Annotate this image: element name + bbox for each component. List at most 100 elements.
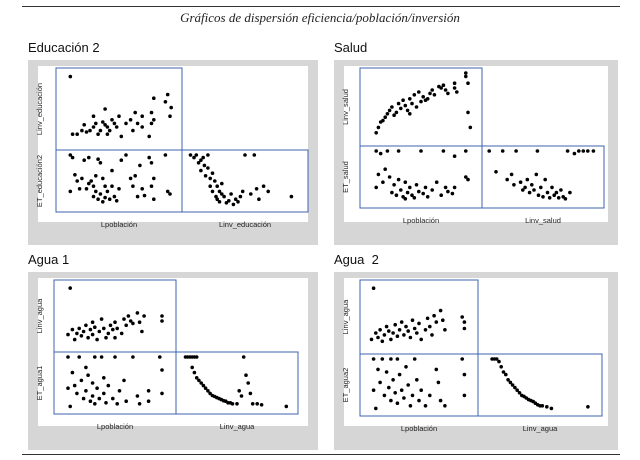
scatter-point: [160, 314, 164, 318]
scatter-point: [376, 367, 380, 372]
scatter-point: [84, 323, 88, 328]
scatter-point: [417, 398, 421, 403]
scatter-point: [102, 391, 106, 396]
scatter-point: [199, 381, 203, 385]
scatter-point: [408, 404, 413, 408]
scatter-point: [464, 149, 468, 153]
scatter-point: [72, 337, 77, 342]
scatter-point: [441, 318, 445, 322]
scatter-point: [452, 185, 457, 190]
scatter-point: [79, 334, 84, 338]
scatter-point: [103, 123, 107, 127]
scatter-point: [86, 373, 90, 377]
scatter-point: [545, 405, 549, 409]
scatter-point: [393, 322, 397, 327]
scatter-point: [371, 357, 376, 361]
scatter-point: [419, 388, 423, 392]
scatter-point: [382, 333, 387, 337]
scatter-point: [163, 153, 168, 157]
scatter-point: [415, 378, 419, 382]
scatter-point: [532, 188, 536, 192]
scatter-point: [84, 365, 88, 370]
scatter-point: [107, 128, 112, 133]
scatter-point: [402, 396, 406, 400]
scatter-point: [387, 385, 391, 390]
scatter-point: [202, 163, 207, 168]
scatter-point: [455, 90, 459, 94]
scatter-point: [428, 324, 432, 329]
scatter-point: [229, 192, 233, 196]
scatter-point: [84, 389, 88, 393]
scatter-point: [374, 406, 378, 411]
scatter-point: [75, 179, 79, 183]
scatter-point: [241, 355, 246, 359]
scatter-point: [383, 115, 387, 119]
scatter-point: [224, 201, 229, 205]
row-label: ET_agua1: [35, 366, 44, 401]
scatter-point: [206, 153, 210, 157]
scatter-point: [423, 404, 428, 408]
scatter-point: [240, 189, 245, 194]
scatter-point: [494, 170, 498, 174]
scatter-point: [119, 134, 124, 139]
scatter-point: [94, 174, 98, 178]
scatter-point: [412, 93, 417, 97]
scatter-point: [527, 190, 532, 195]
scatter-point: [98, 192, 103, 196]
scatter-point: [252, 153, 257, 157]
cell-frame-bottom-right: [481, 145, 605, 209]
scatter-point: [487, 149, 491, 153]
scatter-point: [371, 286, 376, 290]
scatter-point: [142, 193, 147, 198]
scatter-point: [135, 394, 140, 398]
scatter-point: [396, 177, 401, 182]
scatter-point: [425, 195, 430, 199]
scatter-point: [99, 355, 104, 359]
scatter-point: [104, 401, 108, 405]
scatter-point: [95, 386, 99, 390]
scatter-point: [523, 185, 527, 190]
scatter-point: [249, 192, 253, 196]
scatter-point: [203, 386, 208, 390]
scatter-point: [421, 191, 425, 196]
scatter-point: [392, 113, 396, 117]
scatter-point: [510, 383, 515, 387]
scatter-point: [369, 337, 374, 342]
scatter-point: [140, 114, 144, 118]
scatter-point: [434, 320, 439, 324]
scatter-point: [236, 200, 240, 204]
scatter-point: [104, 335, 108, 340]
scatter-point: [497, 359, 501, 364]
scatter-point: [70, 155, 75, 160]
scatter-point: [257, 197, 261, 201]
scatter-point: [384, 370, 389, 374]
scatter-point: [494, 357, 499, 361]
scatter-point: [410, 393, 415, 398]
scatter-point: [105, 189, 110, 194]
scatter-point: [512, 183, 516, 187]
scatter-point: [112, 194, 117, 199]
row-label: ET_educación2: [35, 155, 44, 207]
scatter-point: [521, 188, 525, 192]
scatter-matrix-agua2: Linv_agua ET_agua2 Lpoblación Linv_agua: [341, 279, 603, 433]
scatter-point: [506, 378, 510, 382]
scatter-point: [215, 197, 219, 201]
scatter-point: [395, 357, 400, 361]
cell-frame-bottom-right: [175, 351, 299, 415]
scatter-point: [147, 155, 151, 160]
scatter-point: [94, 189, 98, 194]
scatter-point: [417, 321, 421, 326]
scatter-point: [501, 370, 506, 374]
scatter-point: [376, 172, 381, 177]
scatter-point: [131, 128, 135, 133]
scatter-point: [404, 324, 408, 329]
scatter-point: [217, 200, 222, 204]
column-label: Linv_salud: [525, 216, 561, 225]
scatter-point: [99, 317, 104, 321]
scatter-point: [559, 188, 563, 192]
scatter-point: [395, 401, 400, 405]
scatter-point: [237, 389, 241, 393]
scatter-point: [509, 172, 514, 177]
scatter-point: [131, 321, 135, 326]
scatter-point: [406, 383, 410, 387]
